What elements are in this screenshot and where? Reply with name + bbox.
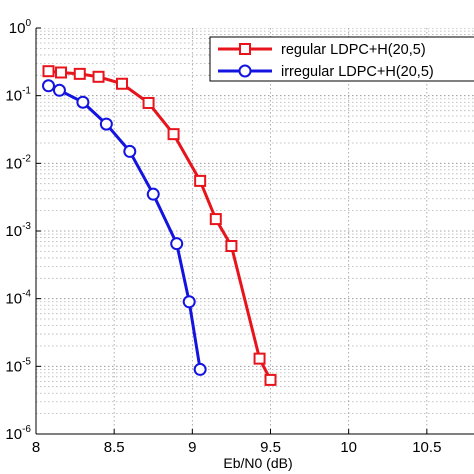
y-tick-label: 100 <box>9 18 32 37</box>
x-tick-label: 9.5 <box>260 439 281 456</box>
y-tick-label: 10-3 <box>5 221 31 240</box>
legend-marker-irregular <box>238 64 252 78</box>
tick-labels: 88.599.51010.51110010-110-210-310-410-51… <box>5 18 441 456</box>
legend-box <box>209 36 474 82</box>
y-tick-label: 10-1 <box>5 86 31 105</box>
x-tick-label: 10 <box>340 439 357 456</box>
data-point-regular <box>115 77 128 90</box>
data-point-irregular <box>52 83 66 97</box>
x-tick-label: 10.5 <box>412 439 441 456</box>
data-point-irregular <box>193 362 207 376</box>
data-point-irregular <box>182 295 196 309</box>
data-point-irregular <box>42 79 56 93</box>
data-point-regular <box>142 96 155 109</box>
x-tick-label: 8 <box>32 439 40 456</box>
x-tick-label: 9 <box>188 439 196 456</box>
legend-marker-regular <box>239 43 251 55</box>
axes <box>35 27 474 435</box>
y-tick-label: 10-5 <box>5 356 31 375</box>
data-point-regular <box>167 128 180 141</box>
legend-label-irregular: irregular LDPC+H(20,5) <box>281 64 434 80</box>
legend: regular LDPC+H(20,5) irregular LDPC+H(20… <box>209 36 474 82</box>
data-point-irregular <box>76 95 90 109</box>
data-point-irregular <box>123 144 137 158</box>
x-axis-label: Eb/N0 (dB) <box>223 455 292 471</box>
data-point-regular <box>209 213 222 226</box>
data-point-regular <box>194 174 207 187</box>
series-lines <box>42 65 277 386</box>
data-point-regular <box>73 67 86 80</box>
data-point-irregular <box>99 117 113 131</box>
data-point-regular <box>42 65 55 78</box>
data-point-irregular <box>170 237 184 251</box>
data-point-regular <box>55 66 68 79</box>
data-point-irregular <box>146 187 160 201</box>
y-tick-label: 10-2 <box>5 153 31 172</box>
data-point-regular <box>253 352 266 365</box>
legend-label-regular: regular LDPC+H(20,5) <box>281 42 426 58</box>
data-point-regular <box>225 240 238 253</box>
y-tick-label: 10-4 <box>5 289 31 308</box>
x-tick-label: 8.5 <box>104 439 125 456</box>
data-point-regular <box>264 373 277 386</box>
data-point-regular <box>92 70 105 83</box>
y-tick-label: 10-6 <box>5 424 31 443</box>
